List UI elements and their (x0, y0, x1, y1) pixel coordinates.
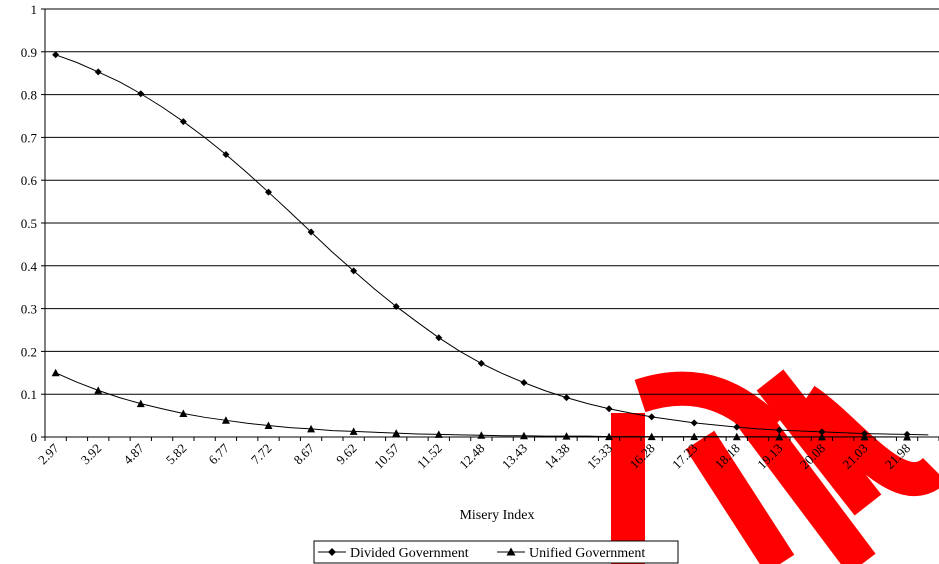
data-point-diamond (605, 405, 613, 413)
x-tick-label: 7.72 (248, 441, 275, 468)
data-point-triangle (690, 432, 699, 441)
watermark-stroke-4 (731, 397, 876, 564)
data-point-diamond (350, 267, 358, 275)
series-unified-government (51, 368, 929, 441)
legend-label-divided: Divided Government (350, 546, 469, 561)
data-point-triangle (179, 409, 188, 417)
data-point-triangle (817, 432, 826, 441)
data-point-diamond (137, 90, 145, 98)
y-tick-label: 0.3 (21, 302, 37, 317)
x-tick-label: 14.38 (541, 441, 572, 472)
data-point-triangle (51, 368, 60, 377)
data-point-triangle (264, 421, 273, 429)
y-tick-label: 0.8 (21, 88, 37, 103)
y-tick-label: 0.9 (21, 45, 37, 60)
x-tick-label: 5.82 (163, 441, 190, 468)
x-tick-label: 15.33 (584, 441, 615, 472)
data-point-diamond (435, 334, 443, 342)
legend-marker-diamond (328, 548, 336, 556)
data-point-diamond (94, 68, 102, 76)
data-point-triangle (860, 432, 869, 441)
y-tick-label: 0.7 (21, 130, 38, 145)
watermark (611, 369, 939, 564)
x-axis-title: Misery Index (459, 508, 534, 523)
data-point-triangle (732, 432, 741, 441)
y-tick-label: 0.1 (21, 387, 37, 402)
x-tick-label: 8.67 (290, 440, 317, 467)
legend-marker-triangle (506, 547, 516, 556)
watermark-stroke-5 (756, 369, 882, 516)
y-tick-label: 0.2 (21, 344, 37, 359)
x-tick-label: 4.87 (120, 440, 147, 467)
data-point-triangle (221, 416, 230, 424)
series-line (55, 54, 929, 436)
data-point-diamond (563, 394, 570, 402)
series-divided-government (52, 51, 929, 438)
data-point-diamond (818, 428, 826, 436)
series-line (55, 372, 929, 438)
data-point-diamond (690, 419, 698, 427)
data-point-triangle (477, 431, 486, 439)
y-tick-label: 0.4 (21, 259, 38, 274)
watermark-stroke-3 (685, 430, 795, 564)
data-point-diamond (477, 359, 485, 367)
data-point-triangle (562, 432, 571, 440)
data-point-triangle (136, 399, 145, 408)
gridlines (45, 8, 939, 438)
y-tick-label: 1 (31, 2, 38, 17)
data-point-diamond (775, 426, 783, 434)
series-group (51, 51, 929, 441)
data-point-triangle (775, 432, 784, 441)
data-point-diamond (733, 423, 741, 431)
data-point-diamond (307, 228, 315, 236)
y-tick-label: 0.5 (21, 216, 37, 231)
data-point-triangle (647, 432, 656, 441)
data-point-diamond (222, 151, 230, 159)
data-point-triangle (434, 430, 443, 438)
data-point-triangle (349, 427, 358, 435)
data-point-diamond (179, 118, 187, 126)
legend: Divided Government Unified Government (313, 540, 679, 564)
x-tick-label: 2.97 (35, 440, 62, 467)
legend-box (313, 540, 679, 564)
x-tick-label: 6.77 (205, 440, 232, 467)
x-tick-label: 12.48 (456, 441, 487, 472)
data-point-triangle (94, 386, 103, 394)
data-point-diamond (392, 302, 400, 310)
y-tick-label: 0.6 (21, 173, 38, 188)
data-point-diamond (520, 379, 528, 387)
y-axis-ticks: 0 0.1 0.2 0.3 0.4 0.5 0.6 0.7 0.8 0.9 1 (21, 2, 45, 445)
data-point-diamond (648, 413, 656, 421)
data-point-triangle (392, 429, 401, 437)
legend-label-unified: Unified Government (529, 546, 645, 561)
data-point-diamond (52, 51, 60, 59)
data-point-triangle (903, 432, 912, 441)
data-point-triangle (605, 432, 614, 441)
data-point-triangle (519, 431, 528, 440)
y-tick-label: 0 (31, 430, 38, 445)
x-tick-label: 3.92 (78, 441, 105, 468)
watermark-stroke-6 (795, 385, 939, 496)
x-tick-label: 10.57 (371, 440, 403, 472)
x-tick-label: 13.43 (499, 441, 530, 472)
data-point-diamond (265, 188, 272, 196)
x-tick-label: 11.52 (414, 441, 445, 472)
x-tick-label: 9.62 (333, 441, 360, 468)
data-point-triangle (307, 424, 316, 433)
